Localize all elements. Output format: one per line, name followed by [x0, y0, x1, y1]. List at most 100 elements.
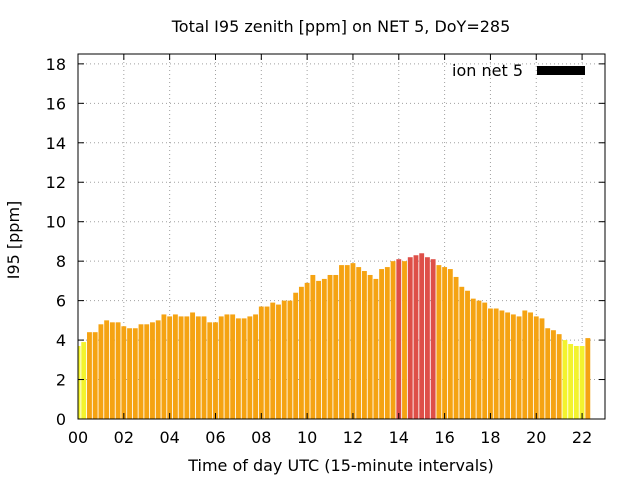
- y-tick-label: 2: [56, 371, 66, 390]
- bar: [247, 316, 253, 419]
- bars: [78, 253, 591, 419]
- bar: [333, 274, 339, 419]
- bar: [568, 344, 574, 419]
- bar: [230, 314, 236, 419]
- bar: [585, 338, 591, 419]
- bar: [516, 316, 522, 419]
- y-tick-label: 8: [56, 252, 66, 271]
- bar: [419, 253, 425, 419]
- y-tick-label: 14: [46, 134, 66, 153]
- bar: [459, 286, 465, 419]
- bar: [384, 267, 390, 419]
- bar: [533, 316, 539, 419]
- bar: [396, 259, 402, 419]
- bar: [98, 324, 104, 419]
- bar: [178, 316, 184, 419]
- bar: [87, 332, 92, 419]
- y-axis-label: I95 [ppm]: [4, 201, 23, 280]
- bar: [476, 300, 482, 419]
- bar: [545, 328, 551, 419]
- bar: [344, 265, 350, 419]
- bar: [499, 310, 505, 419]
- plot-frame: [77, 53, 606, 420]
- bar: [402, 261, 407, 419]
- bar: [161, 314, 167, 419]
- bar: [104, 320, 110, 419]
- bar: [287, 300, 293, 419]
- x-tick-label: 22: [572, 428, 592, 447]
- bar: [195, 316, 201, 419]
- bar: [167, 316, 173, 419]
- bar: [350, 263, 356, 419]
- bar: [201, 316, 207, 419]
- bar: [316, 280, 322, 419]
- legend: ion net 5: [452, 61, 585, 80]
- x-tick-label: 20: [526, 428, 546, 447]
- bar: [155, 320, 161, 419]
- bar: [424, 257, 430, 419]
- bar: [453, 276, 459, 419]
- bar: [447, 269, 453, 419]
- bar: [264, 306, 270, 419]
- y-tick-label: 4: [56, 331, 66, 350]
- bar: [321, 278, 327, 419]
- bar: [293, 292, 299, 419]
- bar: [390, 261, 396, 419]
- bar: [218, 316, 224, 419]
- bar: [81, 342, 87, 419]
- x-axis-label: Time of day UTC (15-minute intervals): [187, 456, 494, 475]
- bar: [430, 259, 436, 419]
- bar: [78, 346, 81, 419]
- legend-label: ion net 5: [452, 61, 523, 80]
- x-tick-label: 02: [114, 428, 134, 447]
- bar: [253, 314, 259, 419]
- y-tick-label: 12: [46, 173, 66, 192]
- bar: [339, 265, 344, 419]
- bar: [121, 326, 127, 419]
- bar: [465, 290, 470, 419]
- bar: [184, 316, 190, 419]
- bar: [190, 312, 195, 419]
- bar: [367, 274, 373, 419]
- bar: [270, 302, 276, 419]
- y-tick-label: 0: [56, 410, 66, 429]
- bar: [109, 322, 115, 419]
- x-tick-label: 10: [297, 428, 317, 447]
- bar: [488, 308, 493, 419]
- bar: [493, 308, 499, 419]
- bar: [528, 312, 533, 419]
- bar: [505, 312, 511, 419]
- legend-swatch: [537, 66, 585, 75]
- bar: [241, 318, 247, 419]
- bar: [144, 324, 150, 419]
- bar: [442, 267, 448, 419]
- y-tick-label: 10: [46, 213, 66, 232]
- bar: [470, 298, 476, 419]
- bar: [413, 255, 419, 419]
- x-tick-label: 16: [434, 428, 454, 447]
- y-tick-label: 6: [56, 292, 66, 311]
- bar: [562, 340, 568, 419]
- x-tick-label: 08: [251, 428, 271, 447]
- y-tick-label: 18: [46, 55, 66, 74]
- bar: [115, 322, 121, 419]
- bar: [150, 322, 155, 419]
- bar: [379, 269, 385, 419]
- bar: [207, 322, 213, 419]
- bar: [579, 346, 585, 419]
- bar: [224, 314, 230, 419]
- bar: [127, 328, 132, 419]
- bar: [258, 306, 264, 419]
- bar: [310, 274, 316, 419]
- bar: [138, 324, 144, 419]
- bar: [482, 302, 488, 419]
- bar: [327, 274, 333, 419]
- x-tick-label: 00: [68, 428, 88, 447]
- y-tick-label: 16: [46, 94, 66, 113]
- x-tick-label: 12: [343, 428, 363, 447]
- bar: [522, 310, 528, 419]
- bar: [298, 286, 304, 419]
- bar: [92, 332, 98, 419]
- x-tick-label: 06: [205, 428, 225, 447]
